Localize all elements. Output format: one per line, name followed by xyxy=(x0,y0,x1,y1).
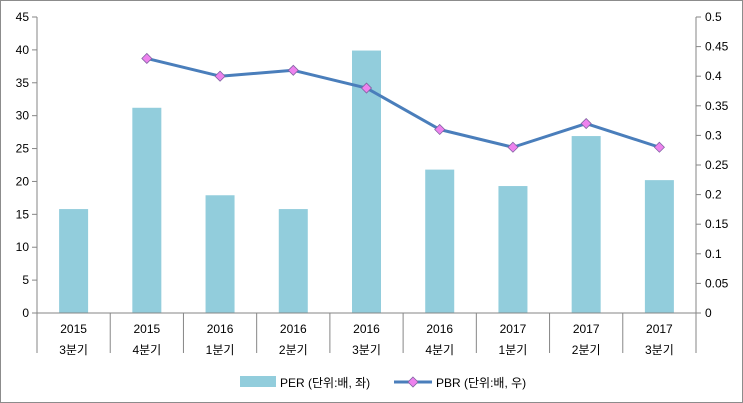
category-year-label: 2015 xyxy=(133,322,160,336)
left-tick-label: 45 xyxy=(16,10,30,24)
legend-pbr-label: PBR (단위:배, 우) xyxy=(436,376,526,390)
category-quarter-label: 4분기 xyxy=(132,343,161,357)
pbr-point xyxy=(507,141,519,153)
pbr-point xyxy=(360,82,373,94)
pbr-point xyxy=(287,64,299,76)
pbr-series-line xyxy=(146,56,660,149)
left-tick-label: 30 xyxy=(16,109,30,123)
per-bar xyxy=(644,180,674,313)
category-year-label: 2015 xyxy=(60,322,87,336)
category-quarter-label: 3분기 xyxy=(645,343,674,357)
right-tick-label: 0.1 xyxy=(705,247,722,261)
right-tick-label: 0.4 xyxy=(705,69,722,83)
per-bar xyxy=(59,209,89,313)
legend-per-label: PER (단위:배, 좌) xyxy=(280,376,370,390)
category-quarter-label: 2분기 xyxy=(279,343,308,357)
left-tick-label: 20 xyxy=(16,174,30,188)
left-tick-label: 35 xyxy=(16,76,30,90)
category-year-label: 2016 xyxy=(207,322,234,336)
category-quarter-label: 4분기 xyxy=(425,343,454,357)
category-quarter-label: 3분기 xyxy=(352,343,381,357)
category-year-label: 2016 xyxy=(353,322,380,336)
left-tick-label: 5 xyxy=(22,273,29,287)
right-tick-label: 0 xyxy=(705,306,712,320)
right-tick-label: 0.5 xyxy=(705,10,722,24)
per-bars xyxy=(59,50,674,314)
right-tick-label: 0.45 xyxy=(705,40,729,54)
left-tick-label: 10 xyxy=(16,240,30,254)
category-quarter-label: 1분기 xyxy=(499,343,528,357)
right-tick-label: 0.15 xyxy=(705,217,729,231)
pbr-point xyxy=(214,70,226,82)
per-bar xyxy=(498,186,528,313)
per-bar xyxy=(205,195,235,313)
category-year-label: 2017 xyxy=(573,322,600,336)
pbr-point xyxy=(434,123,446,136)
axes: 0 5 10 15 20 25 30 35 40 45 0 0.05 0.1 0.15 0.2 0.25 0.3… xyxy=(16,10,729,357)
right-tick-label: 0.35 xyxy=(705,99,729,113)
category-year-label: 2017 xyxy=(646,322,673,336)
left-tick-label: 25 xyxy=(16,142,30,156)
category-year-label: 2016 xyxy=(280,322,307,336)
per-bar xyxy=(132,107,162,313)
right-tick-label: 0.25 xyxy=(705,158,729,172)
pbr-point xyxy=(653,141,665,153)
category-quarter-label: 3분기 xyxy=(59,343,88,357)
per-bar xyxy=(278,209,308,313)
category-quarter-label: 2분기 xyxy=(572,343,601,357)
right-tick-label: 0.2 xyxy=(705,188,722,202)
category-quarter-label: 1분기 xyxy=(206,343,235,357)
left-tick-label: 0 xyxy=(22,306,29,320)
left-tick-label: 15 xyxy=(16,207,30,221)
per-bar xyxy=(425,169,455,313)
pbr-line xyxy=(141,52,665,153)
left-tick-label: 40 xyxy=(16,43,30,57)
legend-per-swatch xyxy=(240,376,276,387)
right-tick-label: 0.05 xyxy=(705,276,729,290)
right-tick-label: 0.3 xyxy=(705,128,722,142)
pbr-point xyxy=(141,52,153,65)
pbr-point xyxy=(580,117,592,130)
category-year-label: 2016 xyxy=(426,322,453,336)
legend-pbr-marker xyxy=(407,376,419,388)
category-year-label: 2017 xyxy=(500,322,527,336)
per-bar xyxy=(571,136,601,313)
legend: PER (단위:배, 좌) PBR (단위:배, 우) xyxy=(240,376,526,390)
